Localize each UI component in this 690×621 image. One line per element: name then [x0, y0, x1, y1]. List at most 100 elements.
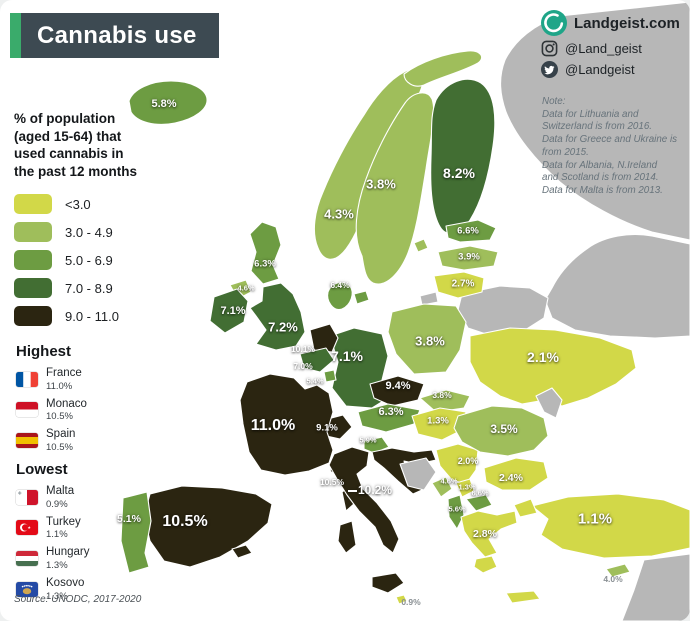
lowest-entry-kosovo: Kosovo 1.3%	[16, 577, 146, 602]
page-title: Cannabis use	[37, 21, 197, 49]
legend-title-line: (aged 15-64) that	[14, 128, 122, 144]
legend-swatch-c3	[14, 250, 52, 271]
country-turkey	[531, 493, 690, 559]
note-line: Data for Malta is from 2013.	[542, 185, 663, 197]
country-moldova	[535, 387, 563, 419]
banner-accent-bar	[10, 13, 21, 58]
legend-title-line: the past 12 months	[14, 163, 138, 179]
country-belgium	[299, 347, 335, 373]
flag-turkey-icon	[16, 520, 38, 536]
highest-entry-spain: Spain 10.5%	[16, 428, 146, 453]
note-line: Data for Lithuania and	[542, 108, 639, 120]
country-greece	[460, 510, 518, 558]
landgeist-logo-icon	[541, 10, 567, 36]
instagram-icon	[541, 40, 558, 57]
country-latvia	[437, 245, 499, 271]
country-sardinia	[337, 520, 357, 554]
flag-france-icon	[16, 371, 38, 387]
country-crete	[505, 590, 541, 604]
lowest-entry-malta: Malta 0.9%	[16, 485, 146, 510]
rank-country-value: 11.0%	[46, 380, 73, 392]
country-russia-east	[544, 233, 690, 339]
flag-malta-icon	[16, 489, 38, 505]
country-france	[239, 373, 334, 476]
instagram-link[interactable]: @Land_geist	[541, 40, 680, 57]
legend-range-label: 7.0 - 8.9	[65, 280, 113, 296]
legend-range-label: <3.0	[65, 196, 91, 212]
country-north-macedonia	[465, 494, 493, 512]
legend-range-label: 5.0 - 6.9	[65, 252, 113, 268]
country-bosnia	[399, 457, 437, 491]
country-kosovo	[455, 478, 475, 498]
source-note: Source: UNODC, 2017-2020	[14, 594, 142, 605]
note: Note: Data for Lithuania and Switzerland i…	[542, 96, 690, 198]
legend-title: % of population (aged 15-64) that used can…	[14, 110, 184, 180]
country-malta	[395, 594, 408, 605]
country-italy	[328, 446, 400, 554]
legend-swatch-c2	[14, 222, 52, 243]
flag-kosovo-icon	[16, 581, 38, 597]
legend-swatch-c1	[14, 194, 52, 215]
country-montenegro	[431, 476, 453, 498]
header-banner: Cannabis use	[10, 13, 219, 58]
lowest-section: Lowest Malta 0.9% Turkey 1.1% Hungary 1.3% Kos…	[16, 461, 146, 608]
lowest-entries: Malta 0.9% Turkey 1.1% Hungary 1.3% Kosovo 1.3%	[16, 485, 146, 602]
legend-range-label: 9.0 - 11.0	[65, 308, 119, 324]
lowest-entry-hungary: Hungary 1.3%	[16, 546, 146, 571]
rank-country-name: Kosovo	[46, 576, 85, 589]
country-ukraine	[469, 327, 637, 407]
country-spain	[143, 485, 273, 568]
rank-country-value: 0.9%	[46, 498, 68, 510]
country-denmark-island	[353, 290, 370, 305]
legend-items: <3.0 3.0 - 4.9 5.0 - 6.9 7.0 - 8.9 9.0 - 11.…	[14, 194, 184, 327]
legend-item: 7.0 - 8.9	[14, 278, 184, 299]
country-netherlands	[309, 323, 339, 353]
legend: % of population (aged 15-64) that used can…	[14, 110, 184, 327]
legend-swatch-c4	[14, 278, 52, 299]
lowest-title: Lowest	[16, 461, 68, 478]
note-line: from 2015.	[542, 146, 589, 158]
country-portugal	[120, 491, 152, 574]
rank-country-name: Spain	[46, 428, 76, 441]
rank-country-name: France	[46, 367, 82, 379]
country-denmark	[327, 281, 353, 311]
country-scotland	[249, 221, 282, 285]
legend-item: 3.0 - 4.9	[14, 222, 184, 243]
branding-block: Landgeist.com @Land_geist @Landgeist	[541, 10, 680, 78]
highest-entry-monaco: Monaco 10.5%	[16, 397, 146, 423]
land-levant	[621, 553, 690, 621]
rank-country-value: 1.3%	[46, 590, 68, 602]
note-line: Data for Albania, N.Ireland	[542, 159, 658, 171]
lowest-entry-turkey: Turkey 1.1%	[16, 515, 146, 540]
country-kaliningrad	[419, 291, 439, 306]
country-england-wales	[249, 282, 306, 351]
legend-title-line: used cannabis in	[14, 146, 124, 162]
country-turkey-thrace	[513, 498, 538, 518]
instagram-handle: @Land_geist	[565, 41, 642, 56]
rank-country-value: 10.5%	[46, 441, 73, 453]
rank-country-name: Hungary	[46, 546, 90, 559]
country-bulgaria	[483, 457, 549, 491]
country-greece-peloponnese	[473, 555, 498, 574]
twitter-link[interactable]: @Landgeist	[541, 61, 680, 78]
note-line: Note:	[542, 96, 566, 107]
legend-item: 5.0 - 6.9	[14, 250, 184, 271]
country-sicily	[371, 572, 405, 594]
country-lithuania	[433, 271, 485, 299]
website-label: Landgeist.com	[574, 14, 680, 32]
country-cyprus	[605, 563, 631, 578]
flag-hungary-icon	[16, 551, 38, 567]
rank-country-name: Monaco	[46, 397, 87, 410]
twitter-icon	[541, 61, 558, 78]
rank-country-name: Turkey	[46, 515, 81, 528]
country-estonia	[445, 219, 497, 243]
highest-entry-france: France 11.0%	[16, 367, 146, 392]
country-luxembourg	[323, 369, 337, 383]
rank-country-value: 10.5%	[46, 411, 73, 423]
country-czechia	[369, 375, 425, 407]
country-iceland	[128, 80, 208, 125]
website-link[interactable]: Landgeist.com	[541, 10, 680, 36]
country-poland	[387, 303, 467, 375]
legend-item: 9.0 - 11.0	[14, 306, 184, 327]
